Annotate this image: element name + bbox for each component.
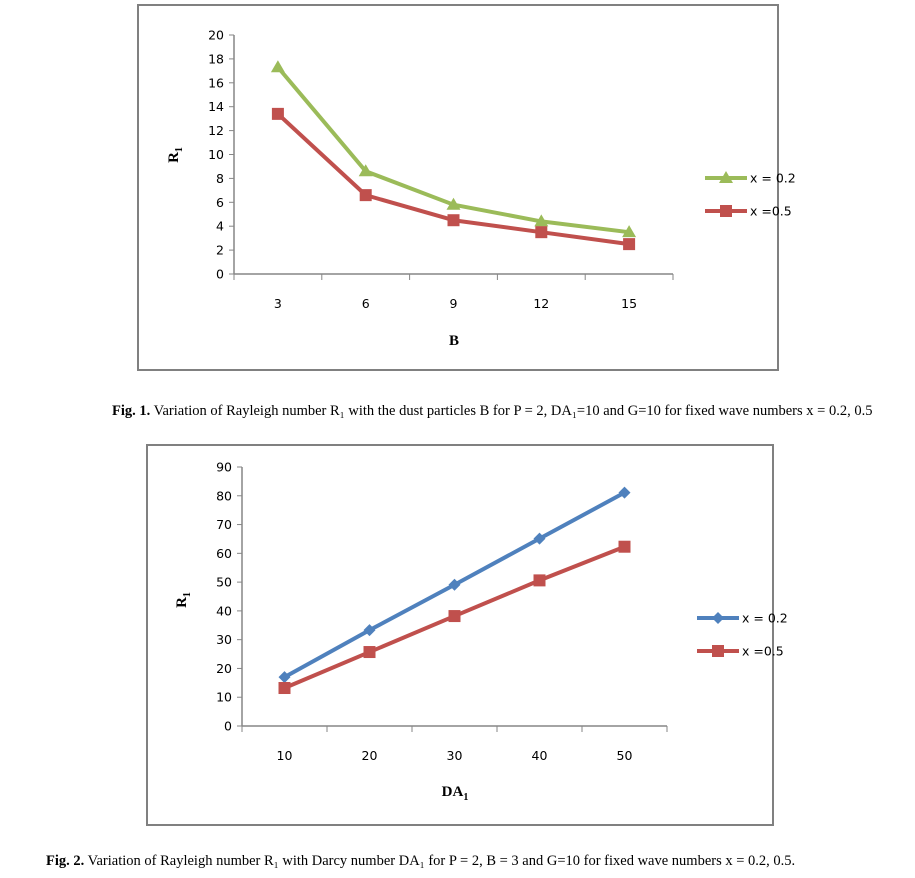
y-tick-label: 8 xyxy=(216,171,224,186)
legend-label: x =0.5 xyxy=(742,644,784,659)
legend-label: x =0.5 xyxy=(750,204,792,219)
y-tick-label: 12 xyxy=(208,123,224,138)
y-tick-label: 60 xyxy=(216,546,232,561)
figure-2-caption: Fig. 2. Variation of Rayleigh number R₁ … xyxy=(46,853,796,869)
x-tick-label: 12 xyxy=(533,296,549,311)
x-tick-label: 15 xyxy=(621,296,637,311)
data-point xyxy=(447,214,460,227)
y-tick-label: 10 xyxy=(208,147,224,162)
data-point xyxy=(446,197,461,210)
legend-marker xyxy=(712,612,724,624)
y-tick-label: 80 xyxy=(216,488,232,503)
data-point xyxy=(533,532,546,545)
data-point xyxy=(363,624,376,637)
chart-border xyxy=(146,444,774,826)
data-point xyxy=(623,238,636,251)
data-point xyxy=(535,226,548,239)
x-tick-label: 3 xyxy=(274,296,282,311)
data-point xyxy=(622,225,637,238)
chart-border xyxy=(137,4,779,371)
x-tick-label: 10 xyxy=(277,748,293,763)
y-tick-label: 18 xyxy=(208,51,224,66)
x-tick-label: 30 xyxy=(447,748,463,763)
data-point xyxy=(358,164,373,177)
y-tick-label: 20 xyxy=(208,28,224,43)
y-tick-label: 4 xyxy=(216,219,224,234)
y-tick-label: 0 xyxy=(224,719,232,734)
data-point xyxy=(448,578,461,591)
y-tick-label: 14 xyxy=(208,99,224,114)
y-tick-label: 20 xyxy=(216,661,232,676)
data-point xyxy=(271,107,284,120)
x-tick-label: 6 xyxy=(362,296,370,311)
data-point xyxy=(278,671,291,684)
y-tick-label: 2 xyxy=(216,243,224,258)
data-point xyxy=(618,540,631,553)
y-tick-label: 0 xyxy=(216,267,224,282)
data-point xyxy=(448,610,461,623)
y-tick-label: 50 xyxy=(216,575,232,590)
x-tick-label: 40 xyxy=(532,748,548,763)
subscript: 1 xyxy=(463,792,468,803)
x-axis-label: B xyxy=(449,333,459,349)
y-tick-label: 30 xyxy=(216,632,232,647)
data-point xyxy=(534,214,549,227)
y-tick-label: 10 xyxy=(216,690,232,705)
subscript: 1 xyxy=(174,147,185,152)
data-point xyxy=(533,574,546,587)
x-tick-label: 50 xyxy=(617,748,633,763)
figure-1-caption: Fig. 1. Variation of Rayleigh number R₁ … xyxy=(112,403,873,419)
x-tick-label: 9 xyxy=(450,296,458,311)
x-tick-label: 20 xyxy=(362,748,378,763)
legend-marker xyxy=(719,171,733,183)
data-point xyxy=(618,486,631,499)
legend-label: x = 0.2 xyxy=(750,171,796,186)
data-point xyxy=(359,189,372,202)
y-tick-label: 6 xyxy=(216,195,224,210)
data-point xyxy=(278,682,291,695)
subscript: 1 xyxy=(182,592,193,597)
y-tick-label: 90 xyxy=(216,460,232,475)
y-tick-label: 40 xyxy=(216,603,232,618)
legend-marker xyxy=(720,205,732,217)
y-tick-label: 70 xyxy=(216,517,232,532)
legend-marker xyxy=(712,645,724,657)
x-axis-label: DA1 xyxy=(442,784,469,803)
legend-label: x = 0.2 xyxy=(742,611,788,626)
data-point xyxy=(363,646,376,659)
y-tick-label: 16 xyxy=(208,75,224,90)
data-point xyxy=(270,60,285,73)
